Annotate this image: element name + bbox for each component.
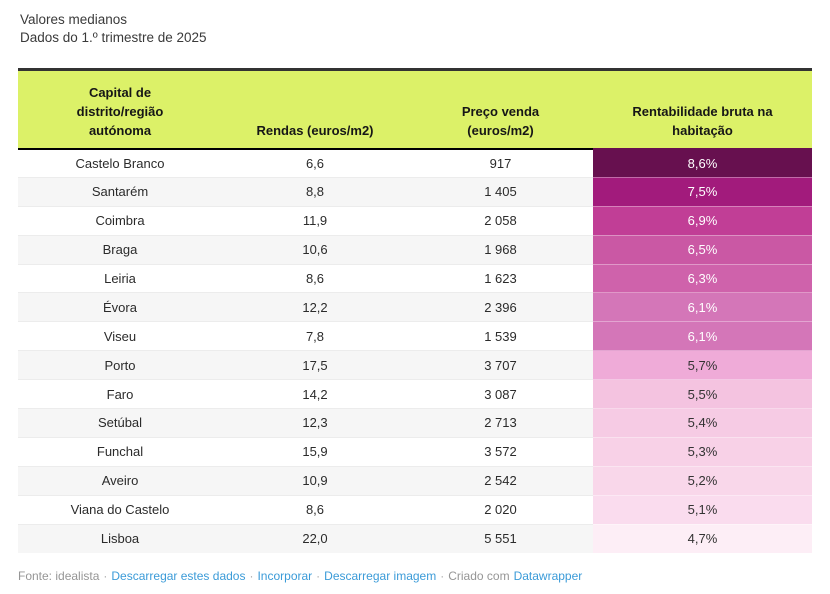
preco-venda-cell: 3 572 — [408, 436, 593, 467]
table-row: Funchal 15,9 3 572 5,3% — [18, 436, 812, 467]
table-row: Faro 14,2 3 087 5,5% — [18, 379, 812, 409]
rentabilidade-cell: 8,6% — [593, 148, 812, 178]
footer-link-download-data[interactable]: Descarregar estes dados — [111, 569, 246, 583]
preco-venda-cell: 2 396 — [408, 292, 593, 322]
chart-title-block: Valores medianos Dados do 1.º trimestre … — [20, 11, 207, 47]
chart-title: Valores medianos — [20, 12, 128, 27]
footer-separator: · — [249, 569, 254, 583]
preco-venda-cell: 917 — [408, 148, 593, 178]
footer-link-download-image[interactable]: Descarregar imagem — [324, 569, 437, 583]
table-row: Viana do Castelo 8,6 2 020 5,1% — [18, 494, 812, 525]
rendas-cell: 7,8 — [222, 321, 408, 351]
preco-venda-cell: 1 405 — [408, 176, 593, 207]
preco-venda-cell: 1 623 — [408, 263, 593, 293]
rentabilidade-cell: 6,5% — [593, 234, 812, 265]
rentabilidade-cell: 5,7% — [593, 350, 812, 380]
rendas-cell: 10,9 — [222, 465, 408, 496]
rendas-cell: 14,2 — [222, 379, 408, 409]
preco-venda-cell: 2 020 — [408, 494, 593, 525]
rentabilidade-cell: 5,4% — [593, 408, 812, 438]
capital-cell: Faro — [18, 379, 222, 409]
col-rentabilidade-header: Rentabilidade bruta na habitação — [593, 68, 812, 150]
table-row: Aveiro 10,9 2 542 5,2% — [18, 465, 812, 496]
table-row: Lisboa 22,0 5 551 4,7% — [18, 523, 812, 553]
table-body: Castelo Branco 6,6 917 8,6% Santarém 8,8 1 405… — [18, 148, 812, 553]
preco-venda-cell: 1 539 — [408, 321, 593, 351]
col-rendas-header: Rendas (euros/m2) — [222, 68, 408, 150]
table-row: Castelo Branco 6,6 917 8,6% — [18, 148, 812, 178]
footer-separator: · — [103, 569, 108, 583]
rentabilidade-cell: 4,7% — [593, 523, 812, 553]
rendas-cell: 17,5 — [222, 350, 408, 380]
table-row: Coimbra 11,9 2 058 6,9% — [18, 205, 812, 236]
rendas-cell: 8,6 — [222, 263, 408, 293]
preco-venda-cell: 3 087 — [408, 379, 593, 409]
table-row: Leiria 8,6 1 623 6,3% — [18, 263, 812, 293]
rentabilidade-cell: 6,3% — [593, 263, 812, 293]
table-row: Setúbal 12,3 2 713 5,4% — [18, 408, 812, 438]
preco-venda-cell: 1 968 — [408, 234, 593, 265]
rentabilidade-cell: 6,9% — [593, 205, 812, 236]
rentabilidade-cell: 5,3% — [593, 436, 812, 467]
rendas-cell: 11,9 — [222, 205, 408, 236]
capital-cell: Santarém — [18, 176, 222, 207]
table-row: Viseu 7,8 1 539 6,1% — [18, 321, 812, 351]
table-header: Capital de distrito/região autónoma Rend… — [18, 68, 812, 150]
rentabilidade-cell: 5,1% — [593, 494, 812, 525]
capital-cell: Porto — [18, 350, 222, 380]
rendas-cell: 22,0 — [222, 523, 408, 553]
capital-cell: Castelo Branco — [18, 148, 222, 178]
footer-source: Fonte: idealista — [18, 569, 100, 583]
footer-separator: · — [440, 569, 445, 583]
rentabilidade-cell: 5,2% — [593, 465, 812, 496]
table-row: Évora 12,2 2 396 6,1% — [18, 292, 812, 322]
capital-cell: Leiria — [18, 263, 222, 293]
rendas-cell: 10,6 — [222, 234, 408, 265]
rendas-cell: 6,6 — [222, 148, 408, 178]
capital-cell: Viseu — [18, 321, 222, 351]
capital-cell: Lisboa — [18, 523, 222, 553]
capital-cell: Funchal — [18, 436, 222, 467]
preco-venda-cell: 3 707 — [408, 350, 593, 380]
rendas-cell: 8,6 — [222, 494, 408, 525]
capital-cell: Aveiro — [18, 465, 222, 496]
preco-venda-cell: 2 542 — [408, 465, 593, 496]
rentabilidade-cell: 5,5% — [593, 379, 812, 409]
capital-cell: Viana do Castelo — [18, 494, 222, 525]
table-row: Braga 10,6 1 968 6,5% — [18, 234, 812, 265]
rentabilidade-cell: 6,1% — [593, 321, 812, 351]
footer-created-with: Criado com — [448, 569, 510, 583]
col-capital-header: Capital de distrito/região autónoma — [18, 68, 222, 150]
capital-cell: Setúbal — [18, 408, 222, 438]
preco-venda-cell: 2 058 — [408, 205, 593, 236]
table-header-row: Capital de distrito/região autónoma Rend… — [18, 68, 812, 150]
chart-subtitle: Dados do 1.º trimestre de 2025 — [20, 30, 207, 45]
preco-venda-cell: 2 713 — [408, 408, 593, 438]
footer-separator: · — [316, 569, 321, 583]
rendas-cell: 12,3 — [222, 408, 408, 438]
rentabilidade-cell: 7,5% — [593, 176, 812, 207]
capital-cell: Braga — [18, 234, 222, 265]
col-preco-venda-header: Preço venda (euros/m2) — [408, 68, 593, 150]
table-row: Santarém 8,8 1 405 7,5% — [18, 176, 812, 207]
capital-cell: Coimbra — [18, 205, 222, 236]
rendas-cell: 15,9 — [222, 436, 408, 467]
rendas-cell: 12,2 — [222, 292, 408, 322]
footer-link-datawrapper[interactable]: Datawrapper — [513, 569, 583, 583]
rentabilidade-cell: 6,1% — [593, 292, 812, 322]
footer: Fonte: idealista · Descarregar estes dados… — [18, 569, 586, 583]
table-row: Porto 17,5 3 707 5,7% — [18, 350, 812, 380]
rendas-cell: 8,8 — [222, 176, 408, 207]
footer-link-embed[interactable]: Incorporar — [257, 569, 313, 583]
data-table: Capital de distrito/região autónoma Rend… — [18, 68, 812, 553]
capital-cell: Évora — [18, 292, 222, 322]
preco-venda-cell: 5 551 — [408, 523, 593, 553]
